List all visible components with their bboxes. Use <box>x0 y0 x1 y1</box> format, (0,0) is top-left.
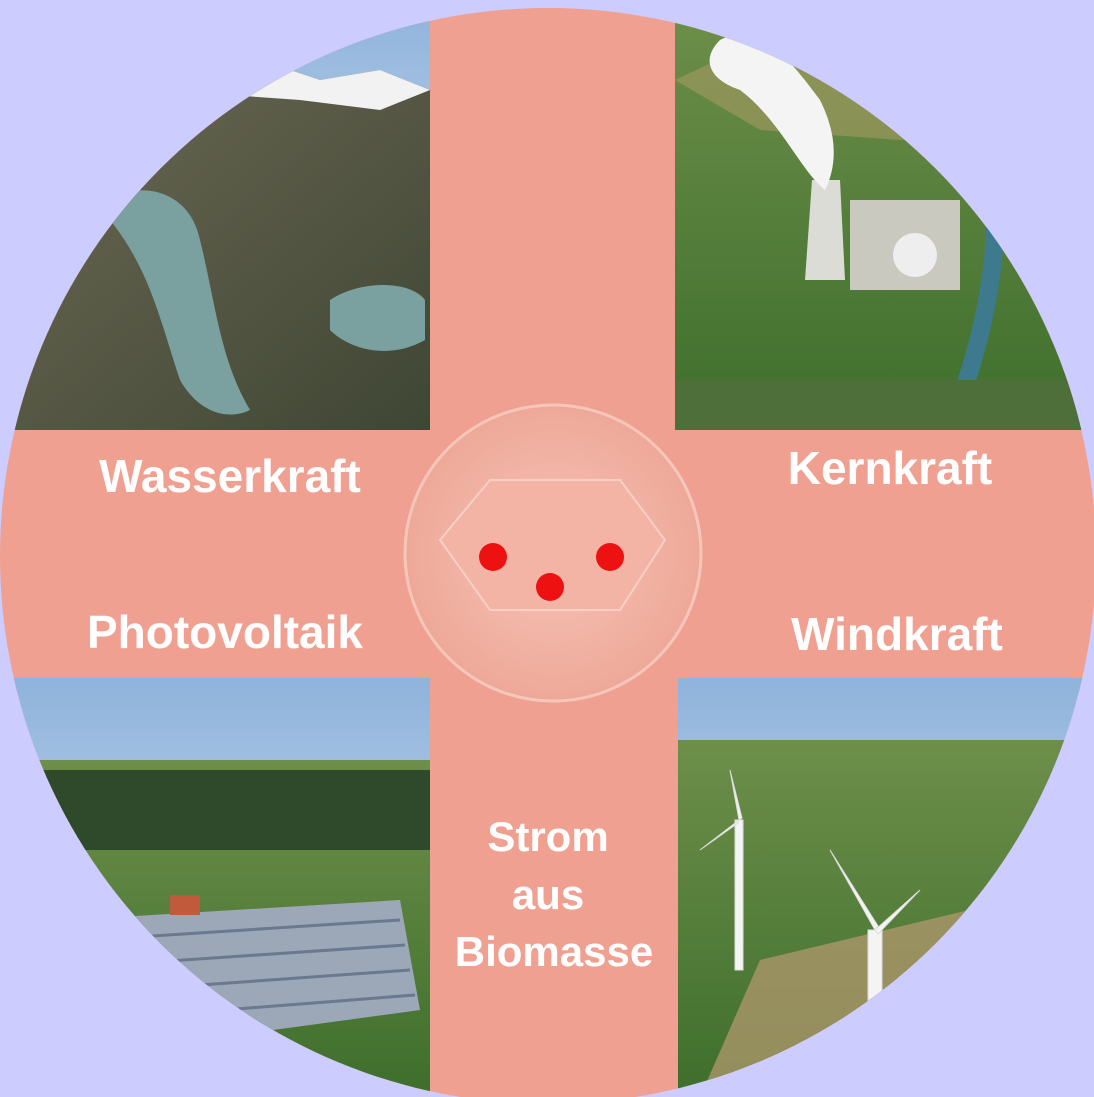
poster: Wasserkraft Kernkraft Photovoltaik Windk… <box>0 0 1094 1097</box>
center-label-line: aus <box>512 871 584 918</box>
socket-pin <box>479 543 507 571</box>
label-wind: Windkraft <box>791 608 1003 660</box>
photo-wind <box>678 678 1094 1097</box>
photo-nuclear <box>675 8 1094 430</box>
socket <box>405 405 701 701</box>
label-hydro: Wasserkraft <box>99 450 361 502</box>
center-label-line: Biomasse <box>455 928 653 975</box>
socket-pin <box>536 573 564 601</box>
socket-pin <box>596 543 624 571</box>
page: Wasserkraft Kernkraft Photovoltaik Windk… <box>0 0 1094 1097</box>
photo-hydro <box>5 0 430 430</box>
label-solar: Photovoltaik <box>87 606 363 658</box>
center-label-line: Strom <box>487 813 608 860</box>
photo-solar <box>5 678 430 1097</box>
label-nuclear: Kernkraft <box>788 442 993 494</box>
